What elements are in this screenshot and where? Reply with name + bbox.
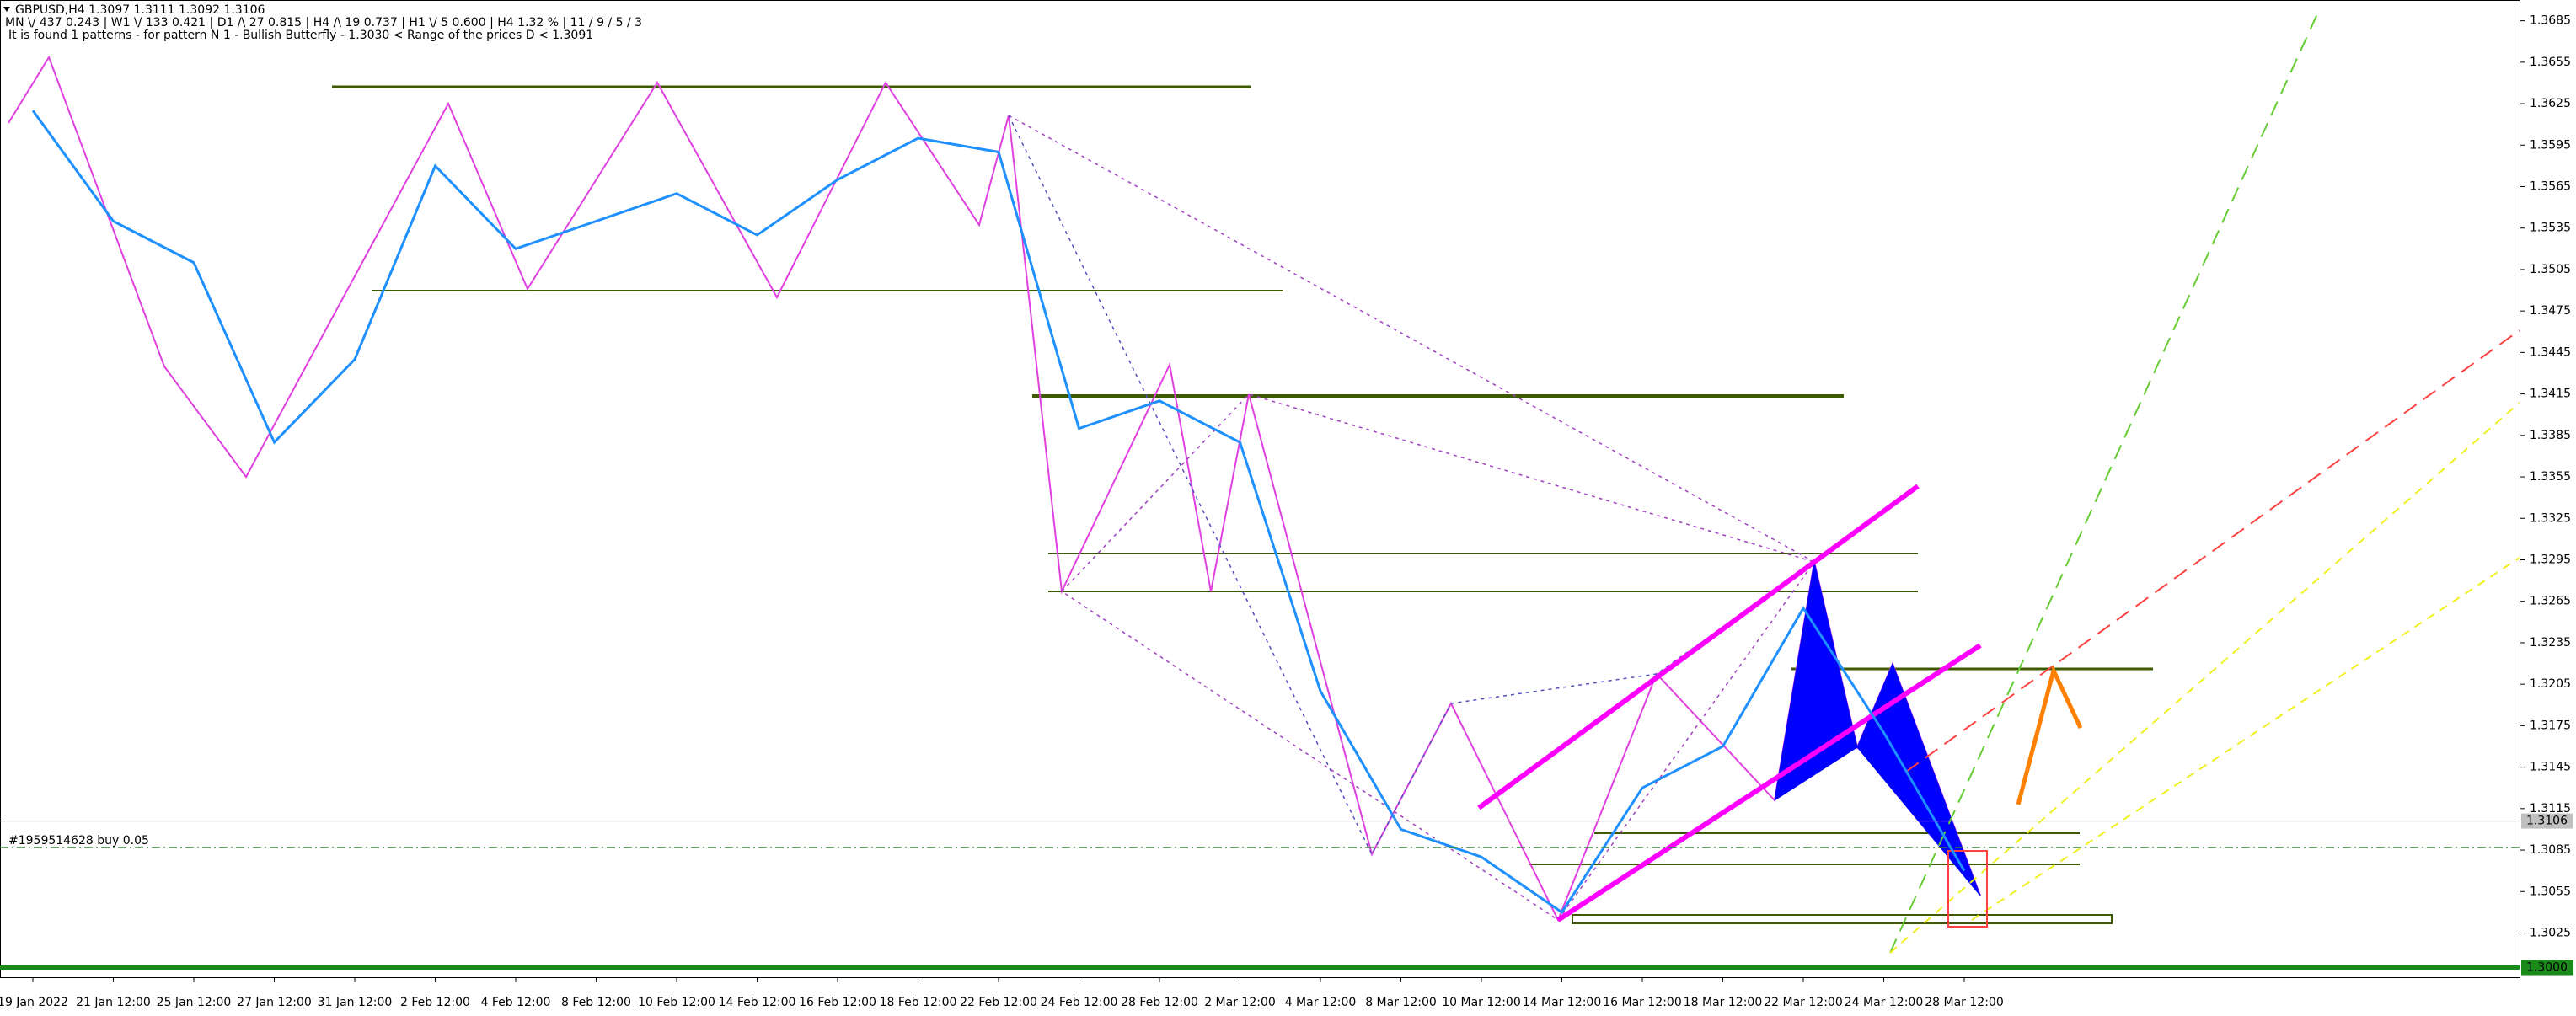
projection (2016, 664, 2083, 805)
y-tick-label: 1.3145 (2530, 761, 2571, 774)
y-tick-label: 1.3475 (2530, 304, 2571, 318)
x-tick-label: 10 Feb 12:00 (638, 996, 715, 1009)
y-tick-label: 1.3085 (2530, 843, 2571, 857)
order-label: #1959514628 buy 0.05 (8, 834, 149, 848)
header-line: GBPUSD,H4 1.3097 1.3111 1.3092 1.3106 (15, 3, 265, 17)
y-tick-label: 1.3325 (2530, 511, 2571, 525)
x-tick-label: 8 Mar 12:00 (1365, 996, 1437, 1009)
bid-label-box (2521, 813, 2573, 829)
support-label-box (2521, 960, 2573, 976)
x-tick-label: 4 Mar 12:00 (1285, 996, 1357, 1009)
price-line (31, 110, 1966, 914)
x-tick-label: 24 Mar 12:00 (1845, 996, 1923, 1009)
x-tick-label: 16 Mar 12:00 (1603, 996, 1681, 1009)
x-tick-label: 22 Mar 12:00 (1764, 996, 1842, 1009)
x-tick-label: 2 Feb 12:00 (400, 996, 470, 1009)
trend-line (1889, 8, 2321, 954)
channel-line (1556, 643, 1982, 922)
y-tick-label: 1.3685 (2530, 14, 2571, 28)
x-tick-label: 18 Mar 12:00 (1684, 996, 1762, 1009)
header-line: MN \/ 437 0.243 | W1 \/ 133 0.421 | D1 /… (5, 16, 642, 29)
trend-line (1889, 402, 2520, 954)
x-tick-label: 8 Feb 12:00 (561, 996, 631, 1009)
x-tick-label: 28 Mar 12:00 (1925, 996, 2003, 1009)
range-box (1572, 914, 2113, 924)
y-tick-label: 1.3265 (2530, 595, 2571, 608)
y-tick-label: 1.3295 (2530, 553, 2571, 566)
x-tick-label: 19 Jan 2022 (0, 996, 68, 1009)
header-line: It is found 1 patterns - for pattern N 1… (8, 29, 593, 42)
x-tick-label: 25 Jan 12:00 (157, 996, 232, 1009)
target-box (1947, 850, 1988, 928)
y-tick-label: 1.3355 (2530, 470, 2571, 484)
y-tick-label: 1.3025 (2530, 926, 2571, 939)
x-tick-label: 31 Jan 12:00 (318, 996, 393, 1009)
x-tick-label: 22 Feb 12:00 (960, 996, 1037, 1009)
x-tick-label: 18 Feb 12:00 (880, 996, 957, 1009)
y-tick-label: 1.3235 (2530, 636, 2571, 650)
y-tick-label: 1.3535 (2530, 222, 2571, 235)
x-tick-label: 28 Feb 12:00 (1121, 996, 1198, 1009)
x-tick-label: 4 Feb 12:00 (481, 996, 551, 1009)
support-label: 1.3000 (2526, 961, 2568, 975)
x-tick-label: 16 Feb 12:00 (799, 996, 876, 1009)
trend-line (1905, 329, 2520, 773)
collapse-arrow[interactable] (3, 7, 10, 12)
channel-line (1477, 484, 1920, 810)
x-tick-label: 10 Mar 12:00 (1442, 996, 1520, 1009)
y-tick-label: 1.3565 (2530, 179, 2571, 193)
y-tick-label: 1.3415 (2530, 388, 2571, 401)
fib-lines (1008, 115, 1816, 922)
x-tick-label: 2 Mar 12:00 (1204, 996, 1276, 1009)
y-tick-label: 1.3175 (2530, 719, 2571, 732)
trend-line (1971, 557, 2520, 921)
x-tick-label: 14 Feb 12:00 (719, 996, 796, 1009)
x-tick-label: 27 Jan 12:00 (237, 996, 312, 1009)
y-tick-label: 1.3115 (2530, 802, 2571, 815)
plot-frame (0, 0, 2520, 978)
y-tick-label: 1.3055 (2530, 885, 2571, 898)
y-tick-label: 1.3595 (2530, 138, 2571, 152)
zigzag (8, 55, 1981, 922)
x-tick-label: 21 Jan 12:00 (76, 996, 151, 1009)
y-tick-label: 1.3385 (2530, 429, 2571, 442)
y-tick-label: 1.3655 (2530, 56, 2571, 69)
y-tick-label: 1.3445 (2530, 345, 2571, 359)
butterfly-bcd (1856, 662, 1981, 896)
y-tick-label: 1.3505 (2530, 263, 2571, 276)
analysis-objects (8, 8, 2520, 954)
y-tick-label: 1.3625 (2530, 97, 2571, 110)
bid-label: 1.3106 (2526, 815, 2568, 828)
x-tick-label: 24 Feb 12:00 (1041, 996, 1118, 1009)
fib-lines (1008, 115, 1815, 856)
x-tick-label: 14 Mar 12:00 (1523, 996, 1601, 1009)
y-tick-label: 1.3205 (2530, 677, 2571, 691)
butterfly-xab (1774, 561, 1858, 802)
